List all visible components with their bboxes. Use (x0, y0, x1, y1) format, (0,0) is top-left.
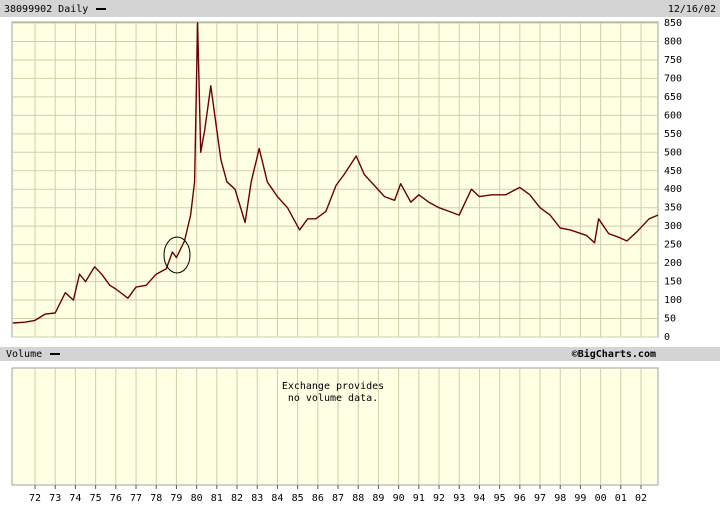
x-tick-label: 97 (534, 493, 546, 504)
x-tick-label: 87 (332, 493, 344, 504)
x-tick-label: 90 (393, 493, 405, 504)
y-tick-label: 100 (664, 295, 682, 306)
header-bar (0, 0, 720, 17)
y-tick-label: 800 (664, 36, 682, 47)
y-tick-label: 0 (664, 332, 670, 343)
x-tick-label: 78 (150, 493, 162, 504)
y-tick-label: 300 (664, 221, 682, 232)
volume-bar (0, 347, 720, 361)
x-tick-label: 94 (473, 493, 485, 504)
y-tick-label: 600 (664, 110, 682, 121)
volume-note: Exchange provides (282, 381, 384, 392)
x-tick-label: 95 (494, 493, 506, 504)
price-panel (11, 21, 659, 338)
credit: ©BigCharts.com (572, 348, 656, 360)
x-tick-label: 85 (292, 493, 304, 504)
y-tick-label: 350 (664, 203, 682, 214)
volume-note: no volume data. (288, 393, 378, 404)
x-tick-label: 96 (514, 493, 526, 504)
y-tick-label: 500 (664, 147, 682, 158)
date: 12/16/02 (668, 4, 716, 15)
x-tick-label: 00 (595, 493, 607, 504)
x-tick-label: 74 (69, 493, 81, 504)
annotation-circle (163, 236, 191, 274)
x-tick-label: 93 (453, 493, 465, 504)
x-tick-label: 89 (372, 493, 384, 504)
x-tick-label: 75 (90, 493, 102, 504)
x-tick-label: 82 (231, 493, 243, 504)
y-tick-label: 400 (664, 184, 682, 195)
x-tick-label: 92 (433, 493, 445, 504)
grid (12, 22, 658, 485)
y-tick-label: 450 (664, 166, 682, 177)
y-tick-label: 750 (664, 55, 682, 66)
y-tick-label: 700 (664, 73, 682, 84)
x-tick-label: 83 (251, 493, 263, 504)
x-tick-label: 79 (170, 493, 182, 504)
y-tick-label: 200 (664, 258, 682, 269)
volume-panel (11, 367, 659, 486)
x-tick-label: 80 (191, 493, 203, 504)
y-tick-label: 50 (664, 314, 676, 325)
x-tick-label: 84 (271, 493, 283, 504)
x-tick-label: 86 (312, 493, 324, 504)
x-tick-label: 73 (49, 493, 61, 504)
x-tick-label: 72 (29, 493, 41, 504)
x-tick-label: 98 (554, 493, 566, 504)
legend-dash (50, 353, 60, 355)
x-tick-label: 81 (211, 493, 223, 504)
y-tick-label: 250 (664, 240, 682, 251)
x-tick-label: 77 (130, 493, 142, 504)
x-tick-label: 02 (635, 493, 647, 504)
y-tick-label: 150 (664, 277, 682, 288)
x-tick-label: 88 (352, 493, 364, 504)
y-tick-label: 550 (664, 129, 682, 140)
price-line (12, 22, 659, 324)
x-tick-label: 01 (615, 493, 627, 504)
x-tick-label: 76 (110, 493, 122, 504)
y-tick-label: 650 (664, 92, 682, 103)
x-tick-label: 91 (413, 493, 425, 504)
x-tick-label: 99 (574, 493, 586, 504)
marks (12, 22, 659, 324)
chart-title: 38099902 Daily (4, 4, 88, 15)
y-tick-label: 850 (664, 18, 682, 29)
legend-dash (96, 8, 106, 10)
volume-label: Volume (6, 349, 42, 360)
